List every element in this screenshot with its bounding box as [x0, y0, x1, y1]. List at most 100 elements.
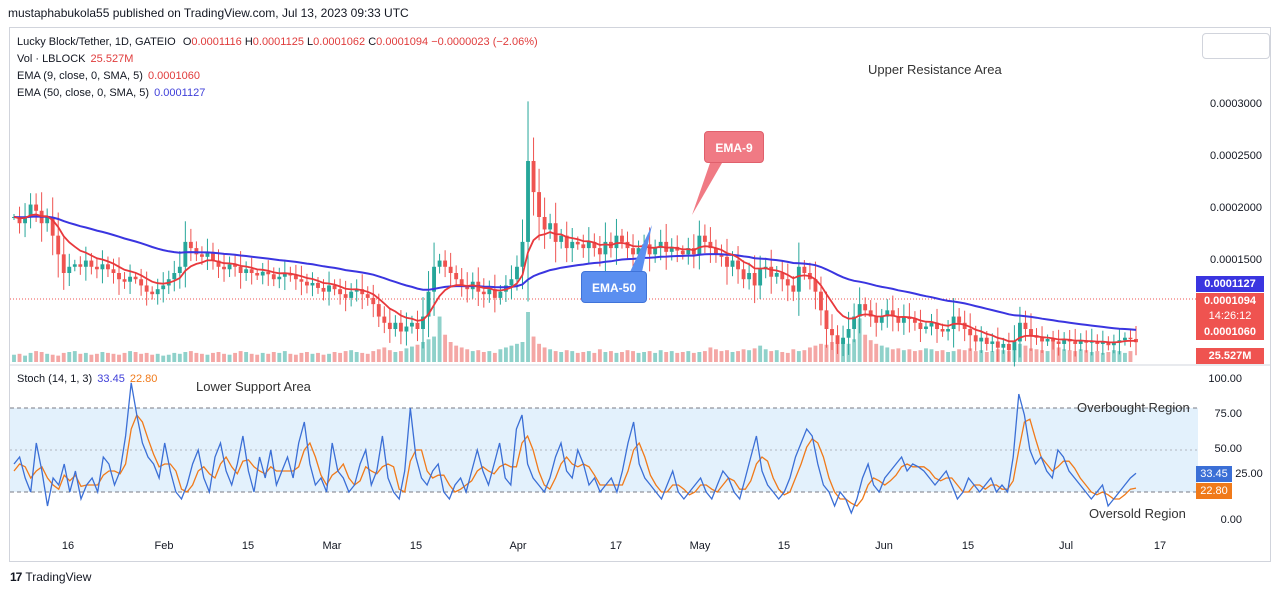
- candle-body[interactable]: [747, 273, 752, 280]
- candle-body[interactable]: [1056, 341, 1061, 344]
- candle-body[interactable]: [597, 248, 602, 255]
- candle-body[interactable]: [708, 241, 713, 249]
- candle-body[interactable]: [581, 244, 586, 249]
- candle-body[interactable]: [454, 273, 459, 280]
- candle-body[interactable]: [835, 335, 840, 344]
- candle-body[interactable]: [774, 273, 779, 277]
- candle-body[interactable]: [686, 248, 691, 255]
- candle-body[interactable]: [918, 322, 923, 330]
- candle-body[interactable]: [796, 266, 801, 292]
- candle-body[interactable]: [50, 216, 55, 236]
- candle-body[interactable]: [448, 266, 453, 274]
- candle-body[interactable]: [188, 241, 193, 249]
- candle-body[interactable]: [177, 266, 182, 274]
- candle-body[interactable]: [620, 235, 624, 242]
- candle-body[interactable]: [951, 316, 956, 330]
- candle-body[interactable]: [1045, 338, 1050, 342]
- candle-body[interactable]: [614, 235, 619, 249]
- candle-body[interactable]: [17, 216, 22, 224]
- candle-body[interactable]: [758, 269, 763, 286]
- candle-body[interactable]: [736, 260, 740, 270]
- candle-body[interactable]: [1012, 341, 1017, 351]
- candle-body[interactable]: [465, 285, 470, 290]
- candle-body[interactable]: [1001, 343, 1006, 348]
- candle-body[interactable]: [1123, 337, 1127, 341]
- candle-body[interactable]: [183, 241, 188, 267]
- candle-body[interactable]: [957, 316, 962, 323]
- candle-body[interactable]: [360, 289, 365, 295]
- candle-body[interactable]: [548, 223, 553, 230]
- candle-body[interactable]: [691, 248, 696, 255]
- candle-body[interactable]: [78, 264, 83, 267]
- candle-body[interactable]: [520, 241, 525, 267]
- candle-body[interactable]: [990, 341, 995, 344]
- candle-body[interactable]: [802, 266, 807, 274]
- candle-body[interactable]: [924, 326, 928, 330]
- candle-body[interactable]: [28, 204, 33, 217]
- ema50-line[interactable]: [13, 215, 1137, 331]
- candle-body[interactable]: [653, 248, 658, 255]
- candle-body[interactable]: [542, 216, 547, 230]
- ema9-line[interactable]: [13, 213, 1137, 344]
- candle-body[interactable]: [139, 279, 144, 286]
- candle-body[interactable]: [680, 250, 685, 255]
- candle-body[interactable]: [1073, 341, 1078, 344]
- candle-body[interactable]: [432, 266, 436, 292]
- candle-body[interactable]: [625, 241, 630, 249]
- candle-body[interactable]: [1051, 338, 1056, 342]
- candle-body[interactable]: [122, 279, 127, 282]
- candle-body[interactable]: [266, 271, 271, 275]
- candle-body[interactable]: [332, 285, 337, 290]
- candle-body[interactable]: [244, 269, 249, 274]
- candle-body[interactable]: [1062, 338, 1067, 344]
- candle-body[interactable]: [415, 322, 420, 330]
- candle-body[interactable]: [321, 287, 326, 292]
- candle-body[interactable]: [509, 279, 514, 286]
- candle-body[interactable]: [34, 204, 39, 211]
- candle-body[interactable]: [310, 282, 315, 286]
- candle-body[interactable]: [481, 291, 486, 295]
- candle-body[interactable]: [172, 273, 177, 280]
- candle-body[interactable]: [968, 329, 973, 336]
- candle-body[interactable]: [260, 271, 265, 276]
- candle-body[interactable]: [410, 322, 414, 327]
- candle-body[interactable]: [56, 235, 61, 255]
- candle-body[interactable]: [354, 289, 359, 292]
- candle-body[interactable]: [387, 322, 392, 330]
- candle-body[interactable]: [277, 276, 282, 280]
- candle-body[interactable]: [863, 304, 868, 311]
- candle-body[interactable]: [227, 264, 232, 270]
- candle-body[interactable]: [857, 304, 862, 317]
- candle-body[interactable]: [282, 273, 287, 277]
- candle-body[interactable]: [1029, 329, 1033, 336]
- candle-body[interactable]: [498, 291, 503, 298]
- candle-body[interactable]: [791, 285, 796, 292]
- candle-body[interactable]: [785, 279, 790, 286]
- candle-body[interactable]: [719, 254, 724, 257]
- candle-body[interactable]: [1100, 341, 1105, 344]
- candle-body[interactable]: [23, 216, 27, 224]
- candle-body[interactable]: [305, 281, 309, 286]
- candle-body[interactable]: [979, 337, 984, 342]
- candle-body[interactable]: [531, 160, 536, 193]
- candle-body[interactable]: [349, 291, 354, 298]
- candle-body[interactable]: [995, 341, 1000, 348]
- candle-body[interactable]: [249, 269, 254, 274]
- candle-body[interactable]: [537, 192, 542, 217]
- candle-body[interactable]: [443, 260, 448, 267]
- candle-body[interactable]: [929, 322, 934, 327]
- candle-body[interactable]: [128, 276, 133, 282]
- candle-body[interactable]: [1128, 337, 1133, 339]
- candle-body[interactable]: [819, 291, 823, 311]
- candle-body[interactable]: [106, 264, 110, 270]
- candle-body[interactable]: [293, 275, 298, 280]
- candle-body[interactable]: [133, 276, 138, 280]
- candle-body[interactable]: [586, 241, 591, 249]
- candle-body[interactable]: [896, 316, 901, 323]
- candle-body[interactable]: [658, 241, 663, 249]
- footer-brand[interactable]: 17 TradingView: [10, 570, 91, 584]
- candle-body[interactable]: [459, 279, 464, 286]
- candle-body[interactable]: [852, 316, 857, 330]
- candle-body[interactable]: [426, 291, 431, 317]
- candle-body[interactable]: [890, 310, 895, 317]
